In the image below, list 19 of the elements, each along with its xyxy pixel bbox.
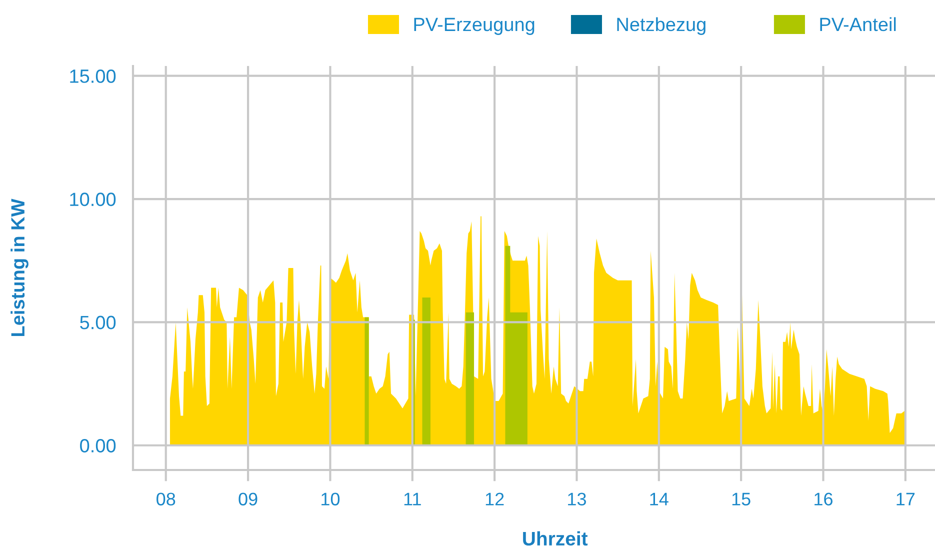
x-tick-label: 14 <box>650 492 668 506</box>
x-tick-label: 10 <box>322 492 340 506</box>
x-tick-label: 09 <box>238 492 258 506</box>
x-tick-label: 17 <box>896 492 915 506</box>
y-tick-label: 10.00 <box>70 192 116 206</box>
legend-label: Netzbezug <box>617 17 706 35</box>
y-tick-label: 15.00 <box>70 69 116 83</box>
y-tick-label: 5.00 <box>80 316 116 330</box>
x-tick-label: 12 <box>486 492 504 506</box>
x-tick-label: 16 <box>814 492 832 506</box>
x-axis-title: Uhrzeit <box>523 531 588 546</box>
x-tick-label: 13 <box>568 492 586 506</box>
x-tick-label: 15 <box>732 492 750 506</box>
x-tick-label: 11 <box>404 492 421 506</box>
legend-label: PV-Anteil <box>820 17 896 32</box>
x-tick-label: 08 <box>156 492 176 506</box>
y-tick-label: 0.00 <box>80 438 116 452</box>
legend-label: PV-Erzeugung <box>414 18 534 35</box>
y-axis-title: Leistung in KW <box>10 198 28 336</box>
